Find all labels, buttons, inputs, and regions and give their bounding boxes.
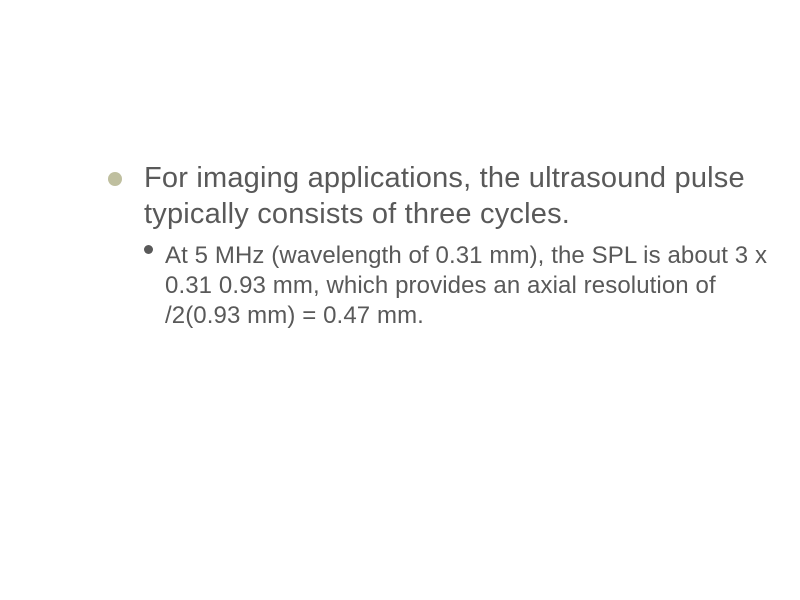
sub-bullet-icon <box>144 245 153 254</box>
sub-bullet-row: At 5 MHz (wavelength of 0.31 mm), the SP… <box>144 241 775 331</box>
main-bullet-icon <box>108 172 122 186</box>
sub-bullet-text: At 5 MHz (wavelength of 0.31 mm), the SP… <box>165 241 775 331</box>
slide-container: For imaging applications, the ultrasound… <box>0 0 800 600</box>
main-bullet-row: For imaging applications, the ultrasound… <box>108 160 775 233</box>
main-bullet-text: For imaging applications, the ultrasound… <box>144 160 775 233</box>
